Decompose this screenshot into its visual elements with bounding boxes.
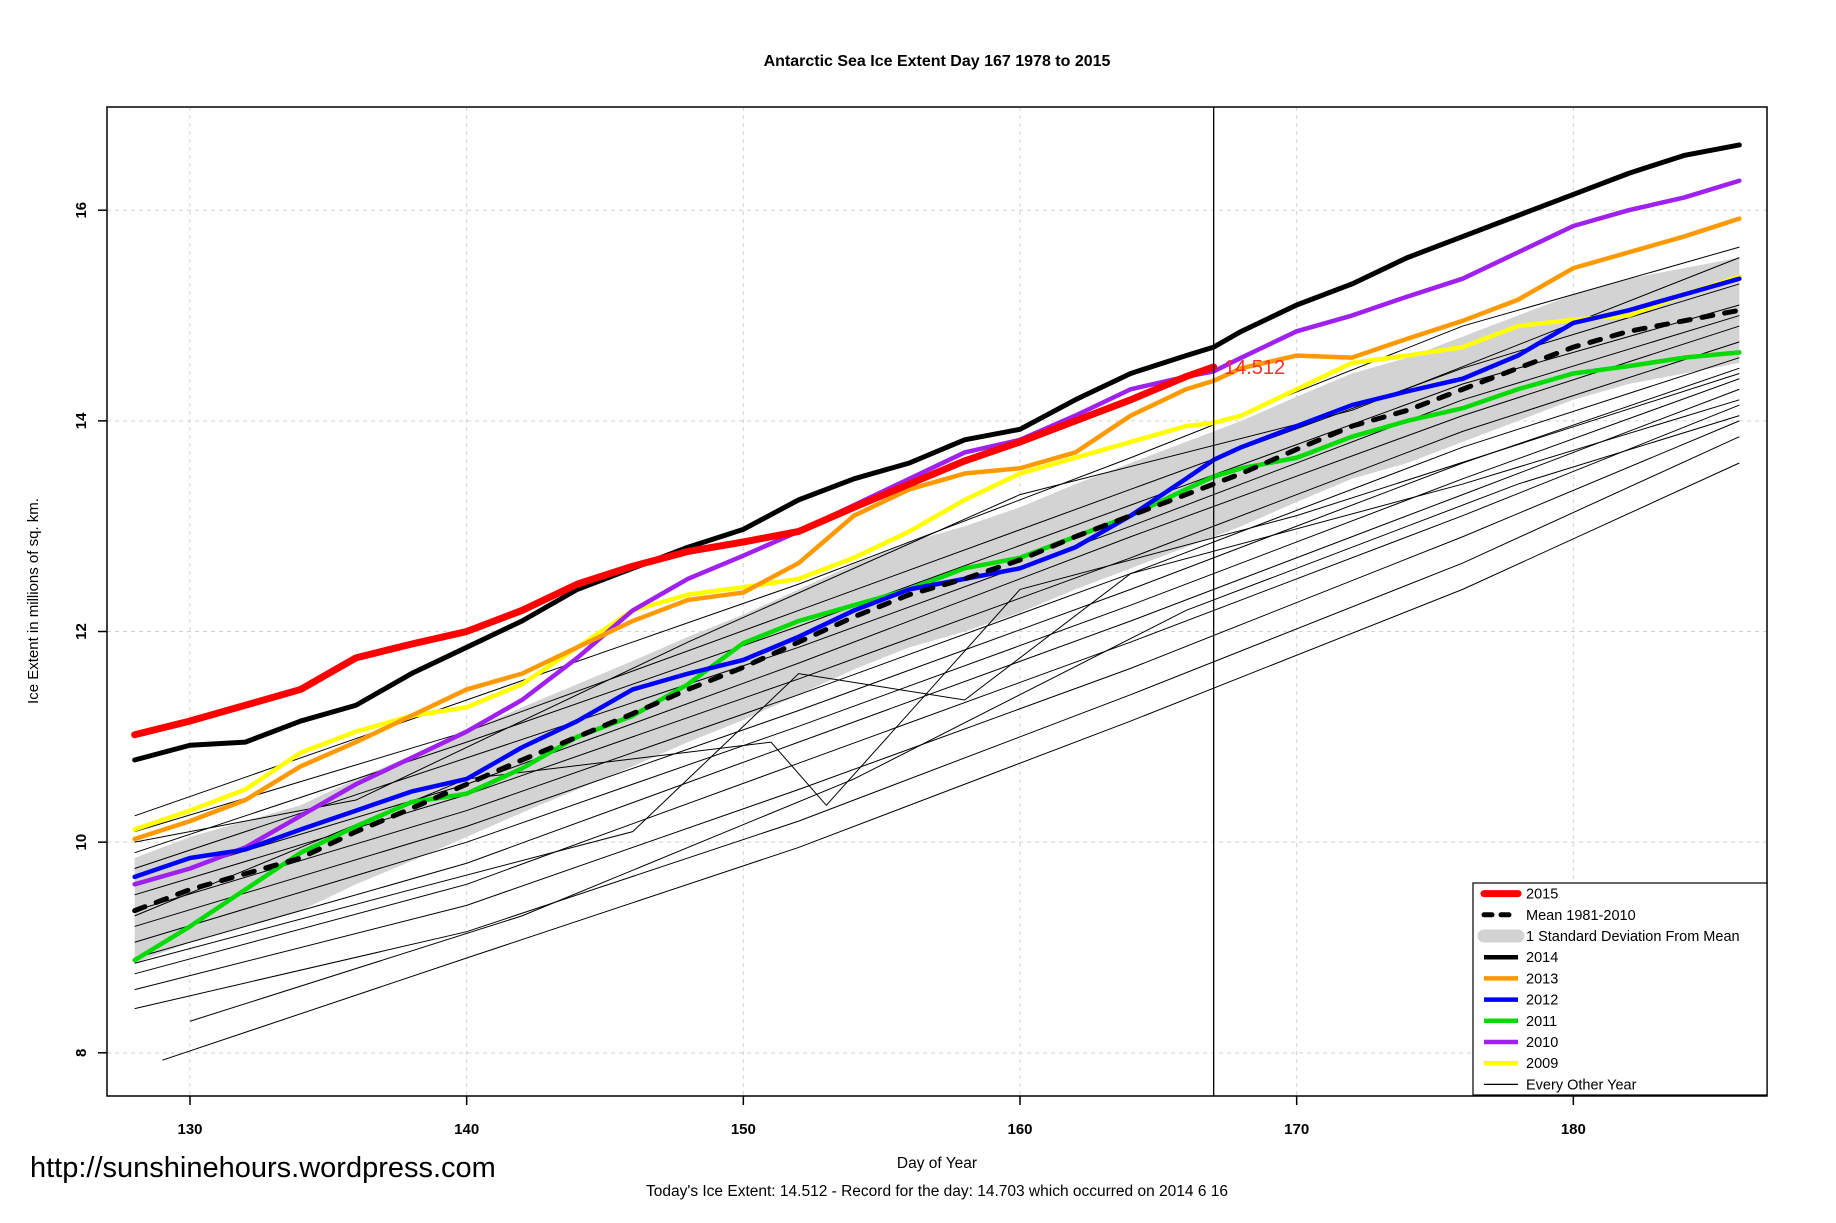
axis-ticks: 130 140 150 160 170 180 8 10 12 14 16 — [73, 202, 1586, 1138]
y-tick-label: 12 — [73, 623, 90, 640]
x-axis-title: Day of Year — [897, 1155, 977, 1172]
series-line-2010 — [132, 178, 1742, 887]
other-year-line — [134, 315, 1740, 869]
x-tick-label: 150 — [731, 1121, 756, 1138]
y-tick-label: 16 — [73, 202, 90, 219]
legend-label: 2009 — [1526, 1056, 1558, 1072]
legend-label: 2014 — [1526, 950, 1558, 966]
other-year-line — [134, 404, 1740, 975]
year-series-lines — [131, 142, 1742, 963]
legend-label: 2013 — [1526, 971, 1558, 987]
other-year-line — [134, 388, 1740, 959]
y-tick-label: 14 — [73, 412, 90, 429]
other-year-line — [162, 462, 1740, 1061]
blog-url-text[interactable]: http://sunshinehours.wordpress.com — [30, 1152, 496, 1184]
y-tick-label: 8 — [73, 1049, 90, 1057]
other-year-line — [134, 436, 1740, 1010]
other-year-line — [134, 357, 1740, 912]
x-tick-label: 170 — [1284, 1121, 1309, 1138]
every-other-year-lines — [134, 246, 1740, 1061]
legend-label: 2015 — [1526, 887, 1558, 903]
other-year-line — [134, 399, 1740, 964]
x-tick-label: 160 — [1007, 1121, 1032, 1138]
other-year-line — [134, 378, 1740, 943]
series-line-2014 — [132, 142, 1742, 763]
legend-label: 2011 — [1526, 1014, 1557, 1030]
other-year-line — [134, 420, 1740, 991]
legend-box: 2015 Mean 1981-2010 1 Standard Deviation F… — [1472, 882, 1768, 1096]
y-tick-label: 10 — [73, 834, 90, 851]
series-line-mean-1981-2010 — [132, 307, 1742, 914]
chart-title: Antarctic Sea Ice Extent Day 167 1978 to… — [764, 53, 1111, 70]
legend-label: Every Other Year — [1526, 1077, 1637, 1093]
series-line-2013 — [132, 216, 1742, 842]
series-line-2015 — [131, 363, 1218, 739]
series-line-2011 — [132, 350, 1742, 963]
plot-border — [106, 106, 1768, 1097]
other-year-line — [134, 283, 1740, 833]
legend-label: 2012 — [1526, 993, 1558, 1009]
other-year-line — [189, 415, 1740, 1022]
plot-frame — [106, 106, 1768, 1097]
x-tick-label: 180 — [1561, 1121, 1586, 1138]
x-tick-label: 140 — [454, 1121, 479, 1138]
other-year-line — [134, 341, 1740, 896]
ice-extent-annotation: 14.512 — [1224, 357, 1285, 379]
legend-border — [1472, 882, 1768, 1096]
other-year-line — [134, 246, 1740, 817]
status-line: Today's Ice Extent: 14.512 - Record for … — [646, 1183, 1228, 1200]
legend-label: Mean 1981-2010 — [1526, 908, 1636, 924]
y-axis-title: Ice Extent in millions of sq. km. — [25, 498, 42, 704]
legend-label: 1 Standard Deviation From Mean — [1526, 929, 1740, 945]
x-tick-label: 130 — [177, 1121, 202, 1138]
legend-label: 2010 — [1526, 1035, 1558, 1051]
